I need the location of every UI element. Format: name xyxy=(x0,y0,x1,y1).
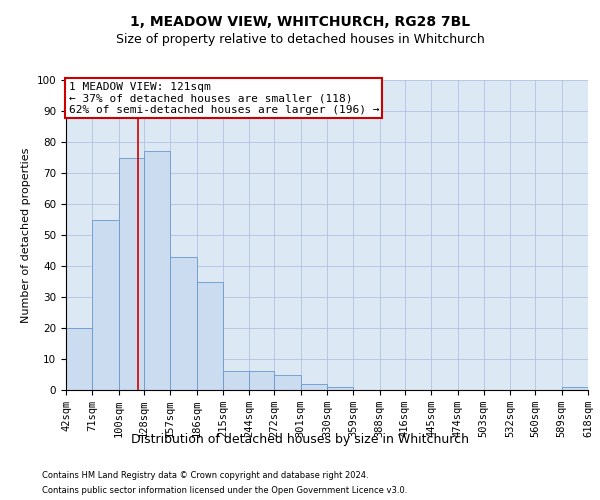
Bar xyxy=(249,372,274,390)
Text: 1, MEADOW VIEW, WHITCHURCH, RG28 7BL: 1, MEADOW VIEW, WHITCHURCH, RG28 7BL xyxy=(130,15,470,29)
Y-axis label: Number of detached properties: Number of detached properties xyxy=(21,148,31,322)
Text: 1 MEADOW VIEW: 121sqm
← 37% of detached houses are smaller (118)
62% of semi-det: 1 MEADOW VIEW: 121sqm ← 37% of detached … xyxy=(68,82,379,115)
Bar xyxy=(274,374,301,390)
Text: Contains HM Land Registry data © Crown copyright and database right 2024.: Contains HM Land Registry data © Crown c… xyxy=(42,471,368,480)
Bar xyxy=(301,384,327,390)
Bar xyxy=(327,387,353,390)
Bar xyxy=(119,158,144,390)
Bar xyxy=(562,387,588,390)
Bar xyxy=(197,282,223,390)
Bar xyxy=(223,372,249,390)
Text: Contains public sector information licensed under the Open Government Licence v3: Contains public sector information licen… xyxy=(42,486,407,495)
Text: Size of property relative to detached houses in Whitchurch: Size of property relative to detached ho… xyxy=(116,32,484,46)
Text: Distribution of detached houses by size in Whitchurch: Distribution of detached houses by size … xyxy=(131,432,469,446)
Bar xyxy=(66,328,92,390)
Bar xyxy=(170,256,197,390)
Bar xyxy=(92,220,119,390)
Bar xyxy=(144,152,170,390)
